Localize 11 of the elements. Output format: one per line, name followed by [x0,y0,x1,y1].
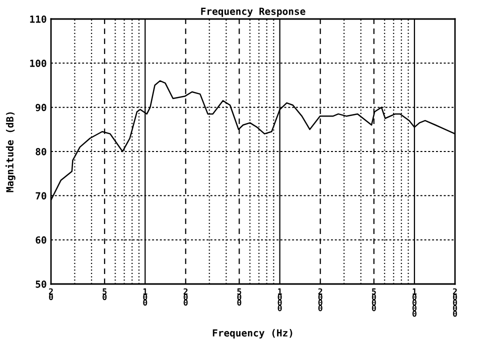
y-axis-title: Magnitude (dB) [5,112,16,192]
y-tick-label: 110 [30,15,46,23]
y-tick-label: 80 [36,148,46,156]
y-tick-label: 60 [36,236,46,244]
x-tick-label: 5 0 [102,288,107,300]
y-tick-label: 70 [36,192,46,200]
x-axis-title: Frequency (Hz) [212,329,292,338]
y-tick-label: 90 [36,104,46,112]
y-tick-label: 50 [36,280,46,288]
chart-title: Frequency Response [201,8,306,17]
y-tick-label: 100 [30,60,46,67]
